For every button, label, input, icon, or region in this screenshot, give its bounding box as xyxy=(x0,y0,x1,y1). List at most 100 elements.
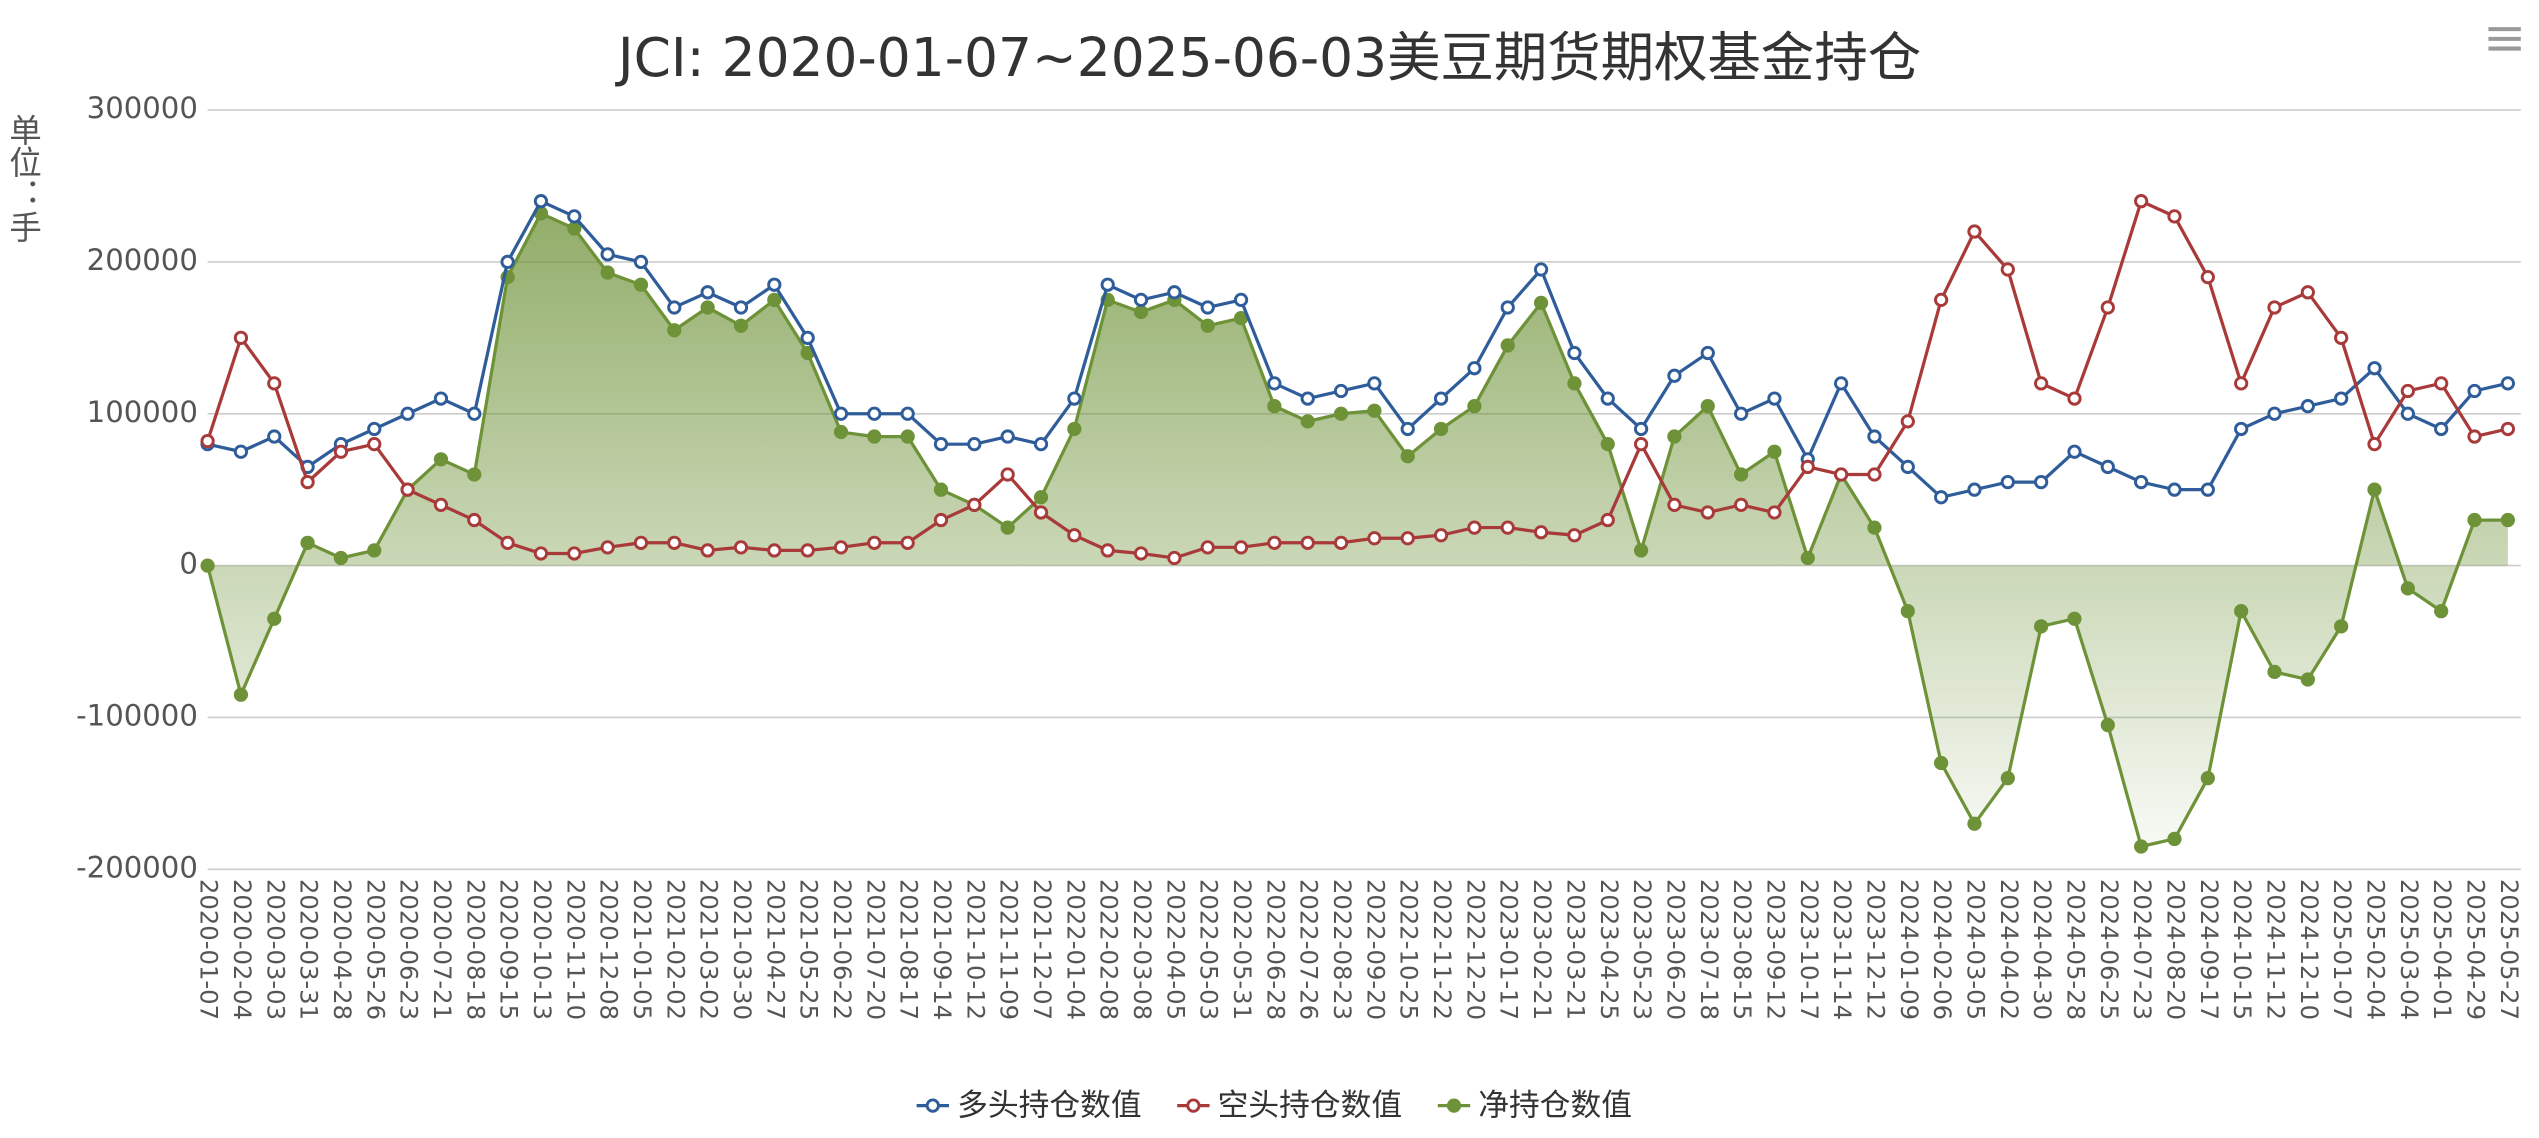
point xyxy=(400,406,415,421)
x-tick-label: 2024-10-15 xyxy=(2228,879,2257,1020)
point xyxy=(1033,490,1049,505)
point xyxy=(2334,330,2349,345)
menu-icon[interactable] xyxy=(2488,27,2521,51)
point xyxy=(2000,771,2015,786)
point xyxy=(1833,376,1849,391)
x-tick-label: 2022-05-03 xyxy=(1195,879,1224,1020)
point xyxy=(833,540,849,555)
point xyxy=(967,497,982,512)
x-tick-label: 2022-06-28 xyxy=(1261,879,1290,1020)
point xyxy=(467,467,482,482)
point xyxy=(2234,421,2249,437)
point xyxy=(1800,459,1815,475)
point xyxy=(1133,546,1149,561)
point xyxy=(2100,300,2115,315)
point xyxy=(2167,482,2182,497)
point xyxy=(1533,525,1549,540)
point xyxy=(633,535,649,550)
x-tick-label: 2022-10-25 xyxy=(1395,879,1424,1020)
x-tick-label: 2025-04-29 xyxy=(2462,879,2491,1020)
point xyxy=(1567,345,1582,361)
point xyxy=(700,300,715,315)
point xyxy=(567,546,582,561)
point xyxy=(2234,376,2249,391)
y-tick-label: 100000 xyxy=(87,395,198,429)
x-tick-label: 2024-11-12 xyxy=(2262,879,2291,1020)
point xyxy=(2434,376,2449,391)
point xyxy=(2300,399,2315,414)
point xyxy=(2000,474,2015,490)
point xyxy=(800,330,815,345)
point xyxy=(2267,664,2282,680)
legend-item[interactable]: 空头持仓数值 xyxy=(1177,1088,1402,1124)
point xyxy=(300,474,315,490)
x-tick-label: 2024-07-23 xyxy=(2128,879,2157,1020)
point xyxy=(833,424,849,440)
x-tick-label: 2021-03-02 xyxy=(695,879,724,1020)
point xyxy=(1433,421,1449,437)
x-tick-label: 2021-02-02 xyxy=(661,879,690,1020)
point xyxy=(1633,437,1649,452)
point xyxy=(1100,277,1115,292)
point xyxy=(1867,467,1882,482)
point xyxy=(1033,437,1049,452)
x-tick-label: 2021-10-12 xyxy=(961,879,990,1020)
point xyxy=(1667,429,1682,444)
x-tick-label: 2023-11-14 xyxy=(1828,879,1857,1020)
x-tick-label: 2024-09-17 xyxy=(2195,879,2224,1020)
point xyxy=(500,535,515,550)
legend-marker xyxy=(1446,1098,1462,1113)
point xyxy=(1533,295,1549,311)
point xyxy=(433,391,449,406)
point xyxy=(933,482,949,497)
point xyxy=(1400,449,1415,464)
x-tick-label: 2023-03-21 xyxy=(1561,879,1590,1020)
point xyxy=(1467,361,1482,376)
point xyxy=(1500,338,1515,353)
point xyxy=(1067,391,1082,406)
legend-item[interactable]: 净持仓数值 xyxy=(1437,1088,1632,1124)
x-tick-label: 2020-07-21 xyxy=(428,879,457,1020)
legend-item[interactable]: 多头持仓数值 xyxy=(916,1088,1142,1124)
point xyxy=(867,535,882,550)
point xyxy=(767,277,782,292)
point xyxy=(1500,300,1515,315)
point xyxy=(1133,292,1149,308)
point xyxy=(600,540,615,555)
point xyxy=(2300,672,2315,687)
x-tick-label: 2021-04-27 xyxy=(761,879,790,1020)
point xyxy=(1000,429,1015,444)
point xyxy=(1333,535,1349,550)
point xyxy=(900,406,915,421)
point xyxy=(1200,300,1215,315)
point xyxy=(1267,535,1282,550)
point xyxy=(2134,194,2149,209)
point xyxy=(1233,540,1249,555)
legend-label: 多头持仓数值 xyxy=(957,1088,1142,1124)
x-tick-label: 2022-02-08 xyxy=(1095,879,1124,1020)
point xyxy=(2500,512,2515,528)
point xyxy=(1467,520,1482,535)
point xyxy=(2434,604,2449,619)
point xyxy=(2367,437,2382,452)
point xyxy=(333,444,349,459)
x-tick-label: 2022-03-08 xyxy=(1128,879,1157,1020)
x-tick-label: 2025-05-27 xyxy=(2495,879,2524,1020)
point xyxy=(567,209,582,224)
x-tick-label: 2023-12-12 xyxy=(1861,879,1890,1020)
point xyxy=(1067,528,1082,543)
x-tick-label: 2023-07-18 xyxy=(1695,879,1724,1020)
x-tick-label: 2024-04-30 xyxy=(2028,879,2057,1020)
point xyxy=(1267,376,1282,391)
point xyxy=(1067,421,1082,437)
x-tick-label: 2022-05-31 xyxy=(1228,879,1257,1020)
x-tick-label: 2020-06-23 xyxy=(395,879,424,1020)
x-tick-label: 2023-02-21 xyxy=(1528,879,1557,1020)
point xyxy=(800,543,815,558)
point xyxy=(1167,550,1182,566)
point xyxy=(1934,490,1949,505)
y-tick-label: -100000 xyxy=(76,698,198,732)
point xyxy=(633,277,649,292)
point xyxy=(567,221,582,236)
